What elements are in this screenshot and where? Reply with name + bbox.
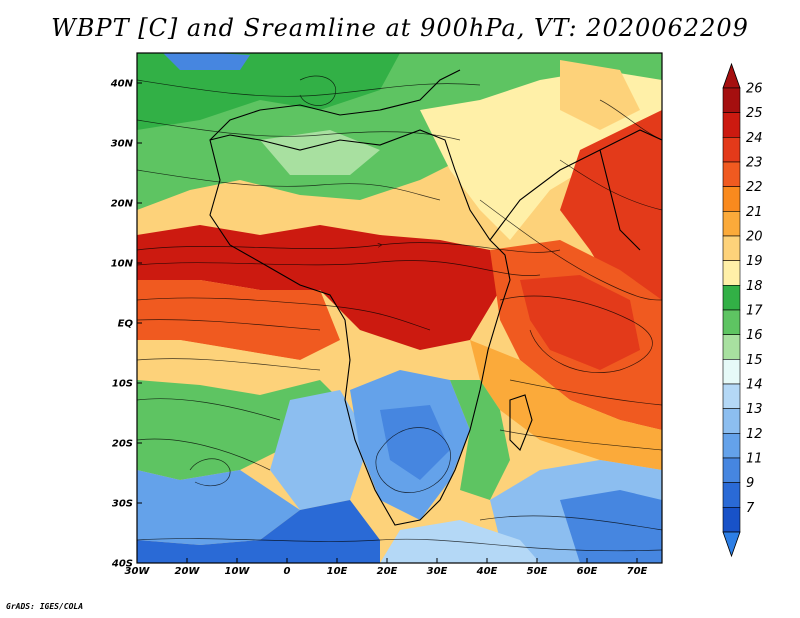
lon-tick-label: 10E <box>327 566 348 577</box>
colorbar-label: 12 <box>746 427 763 442</box>
colorbar-top-arrow <box>722 62 741 89</box>
lat-tick-label: 40N <box>110 79 134 90</box>
colorbar-swatch <box>722 507 741 533</box>
streamlines <box>137 75 662 552</box>
wbpt-field <box>137 53 662 563</box>
colorbar-legend: 26 25 24 23 22 21 20 19 18 17 16 15 14 13 12 11 9 7 <box>722 62 763 558</box>
colorbar-swatch <box>722 334 741 360</box>
colorbar-label: 23 <box>746 156 763 171</box>
lon-tick-label: 40E <box>476 566 498 577</box>
colorbar-label: 13 <box>746 402 763 417</box>
map-title: WBPT [C] and Sreamline at 900hPa, VT: 20… <box>51 14 749 42</box>
colorbar-swatch <box>722 309 741 335</box>
colorbar-swatch <box>722 359 741 385</box>
lat-tick-label: 20N <box>111 199 134 210</box>
map-panel <box>136 52 663 564</box>
lon-tick-label: 50E <box>527 566 548 577</box>
colorbar-label: 21 <box>746 205 763 220</box>
colorbar-label: 17 <box>746 304 763 319</box>
lat-tick-label: 30N <box>111 139 134 150</box>
coastlines <box>209 69 662 526</box>
lon-tick-label: 20W <box>175 566 201 577</box>
colorbar-label: 25 <box>746 106 763 121</box>
lon-tick-label: 70E <box>627 566 648 577</box>
colorbar-label: 22 <box>746 180 763 195</box>
colorbar-label: 11 <box>746 452 763 467</box>
colorbar-swatch <box>722 137 741 163</box>
lon-tick-label: 0 <box>284 566 291 577</box>
lat-tick-label: 10S <box>112 379 133 390</box>
colorbar-swatch <box>722 408 741 434</box>
colorbar-label: 16 <box>746 328 763 343</box>
colorbar-swatch <box>722 383 741 409</box>
colorbar-label: 19 <box>746 254 763 269</box>
colorbar-swatch <box>722 211 741 237</box>
lon-tick-label: 30W <box>125 566 151 577</box>
colorbar-swatch <box>722 161 741 187</box>
axis-ticks: 30W 20W 10W 0 10E 20E 30E 40E 50E 60E 70E 40N 30N 20N… <box>110 79 648 578</box>
colorbar-swatch <box>722 457 741 483</box>
colorbar-bottom-arrow <box>722 531 741 558</box>
colorbar-swatch <box>722 186 741 212</box>
colorbar-swatch <box>722 235 741 261</box>
lon-tick-label: 60E <box>577 566 598 577</box>
lat-tick-label: EQ <box>118 319 134 330</box>
colorbar-swatch <box>722 112 741 138</box>
lat-tick-label: 20S <box>112 439 133 450</box>
colorbar-label: 26 <box>746 82 763 97</box>
colorbar-label: 14 <box>746 378 763 393</box>
colorbar-label: 7 <box>746 501 755 516</box>
colorbar-label: 9 <box>746 476 754 491</box>
colorbar-swatch <box>722 433 741 459</box>
lon-tick-label: 10W <box>225 566 251 577</box>
lat-tick-label: 10N <box>111 259 134 270</box>
colorbar-swatch <box>722 87 741 113</box>
colorbar-label: 15 <box>746 353 763 368</box>
colorbar-label: 20 <box>746 230 763 245</box>
lon-tick-label: 30E <box>427 566 448 577</box>
lat-tick-label: 40S <box>111 559 133 570</box>
colorbar-swatch <box>722 260 741 286</box>
grads-credit: GrADS: IGES/COLA <box>6 602 84 611</box>
lat-tick-label: 30S <box>112 499 133 510</box>
colorbar-label: 24 <box>746 131 763 146</box>
colorbar-swatch <box>722 285 741 311</box>
colorbar-label: 18 <box>746 279 763 294</box>
lon-tick-label: 20E <box>377 566 398 577</box>
colorbar-swatch <box>722 482 741 508</box>
